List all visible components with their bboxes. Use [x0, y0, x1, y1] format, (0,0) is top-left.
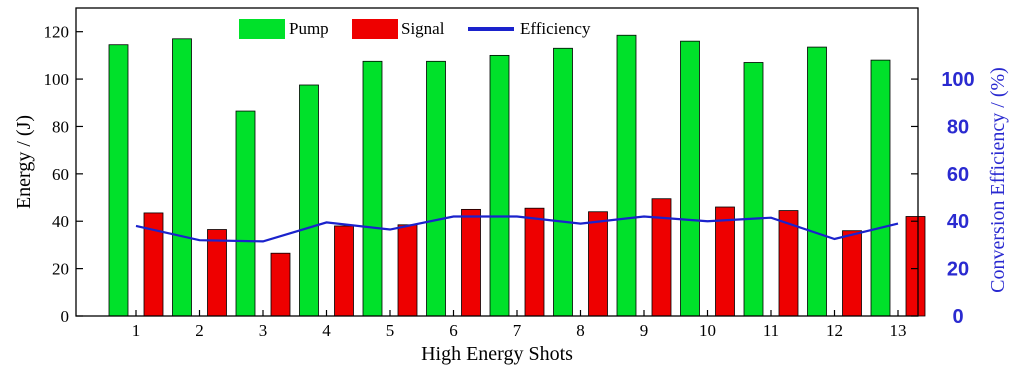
legend-pump-label: Pump	[289, 19, 329, 38]
y-tick-label: 100	[44, 70, 70, 89]
bar-signal-6	[461, 208, 481, 317]
bar-pump-12	[807, 46, 827, 317]
y2-tick-label: 40	[947, 211, 969, 233]
x-tick-label: 3	[259, 321, 268, 340]
bar-pump-11	[743, 62, 764, 317]
bar-pump-6	[426, 60, 446, 317]
bar-pump-5	[362, 60, 383, 317]
y2-tick-label: 100	[941, 69, 974, 91]
y-tick-label: 120	[44, 23, 70, 42]
legend-efficiency-label: Efficiency	[520, 19, 591, 38]
y-tick-label: 0	[61, 307, 70, 326]
legend-signal-label: Signal	[401, 19, 445, 38]
x-tick-label: 10	[699, 321, 716, 340]
x-tick-label: 11	[763, 321, 779, 340]
y-axis-label: Energy / (J)	[13, 115, 35, 209]
legend: Pump Signal Efficiency	[239, 19, 591, 39]
x-tick-label: 6	[449, 321, 458, 340]
x-tick-label: 2	[195, 321, 204, 340]
x-tick-label: 5	[386, 321, 395, 340]
left-axis-ticks: 0 20 40 60 80 100 120	[44, 23, 83, 326]
bar-signal-2	[207, 229, 227, 317]
bar-pump-4	[299, 84, 319, 317]
y2-tick-label: 0	[952, 306, 963, 328]
right-axis-ticks: 0 20 40 60 80 100	[911, 69, 975, 328]
y2-tick-label: 80	[947, 116, 969, 138]
legend-signal-swatch	[352, 19, 398, 39]
efficiency-line	[135, 215, 899, 243]
x-tick-label: 9	[640, 321, 649, 340]
x-tick-label: 8	[576, 321, 585, 340]
y-tick-label: 60	[52, 165, 69, 184]
bar-signal-8	[588, 211, 608, 317]
bar-signal-12	[842, 230, 862, 317]
legend-pump-swatch	[239, 19, 285, 39]
bar-signal-7	[524, 207, 545, 317]
x-axis-ticks: 1 2 3 4 5 6 7 8 9 10 11 12 13	[132, 310, 907, 340]
y2-tick-label: 60	[947, 164, 969, 186]
bar-pump-10	[680, 40, 700, 317]
x-tick-label: 7	[513, 321, 522, 340]
x-tick-label: 12	[826, 321, 843, 340]
y2-axis-label: Conversion Efficiency / (%)	[987, 67, 1009, 293]
y-tick-label: 20	[52, 260, 69, 279]
bar-pump-2	[172, 38, 192, 317]
bar-signal-4	[334, 225, 354, 317]
x-axis-label: High Energy Shots	[421, 343, 573, 365]
bar-pump-9	[616, 34, 637, 317]
y2-tick-label: 20	[947, 259, 969, 281]
x-tick-label: 4	[322, 321, 331, 340]
bar-signal-10	[715, 206, 735, 317]
y-tick-label: 40	[52, 212, 69, 231]
bar-signal-13	[905, 216, 926, 317]
efficiency-line-layer	[135, 215, 899, 243]
bar-pump-3	[235, 110, 256, 317]
bar-pump-13	[870, 59, 891, 317]
bars-layer	[108, 34, 926, 317]
y-tick-label: 80	[52, 117, 69, 136]
plot-frame	[75, 7, 919, 317]
bar-pump-7	[489, 54, 510, 317]
bar-pump-1	[108, 44, 129, 317]
bar-pump-8	[553, 47, 573, 317]
x-tick-label: 1	[132, 321, 141, 340]
bar-signal-5	[397, 224, 418, 317]
x-tick-label: 13	[890, 321, 907, 340]
bar-signal-3	[270, 252, 291, 317]
